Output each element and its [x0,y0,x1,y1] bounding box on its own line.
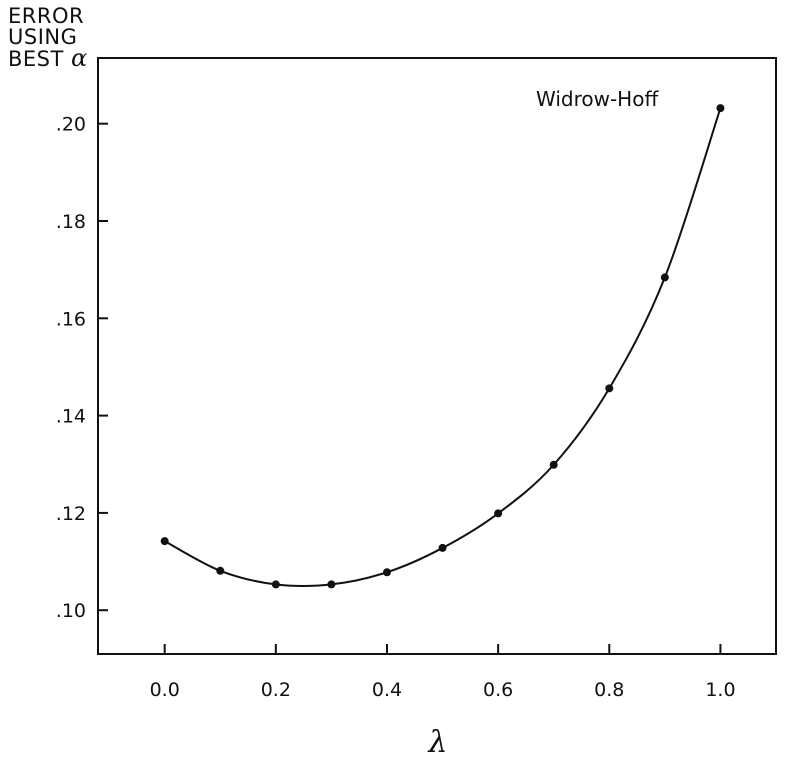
x-tick-label: 0.0 [150,679,180,701]
data-point [549,460,558,469]
y-axis-label: ERROR USING BEST α [8,4,88,71]
x-tick-label: 0.6 [483,679,513,701]
x-tick-label: 0.8 [594,679,624,701]
data-point [605,384,614,393]
y-axis-label-line-1: ERROR [8,4,85,28]
data-point [382,568,391,577]
data-point [327,580,336,589]
y-axis-label-line-2: USING [8,25,78,49]
alpha-symbol: α [71,44,88,72]
series-points [160,104,725,589]
x-tick-label: 0.2 [261,679,291,701]
data-point [494,509,503,518]
x-axis-label: λ [427,725,447,760]
y-tick-label: .10 [56,600,86,622]
data-point [160,537,169,546]
plot-frame [97,57,777,655]
y-axis-label-line-3: BEST α [8,46,88,71]
series-line-widrow-hoff [164,107,722,588]
y-axis-label-best: BEST [8,47,64,71]
x-tick-label: 0.4 [372,679,402,701]
data-point [716,104,725,113]
y-axis-ticks: .10 .12 .14 .16 .18 .20 [56,114,108,622]
annotation-widrow-hoff: Widrow-Hoff [536,87,659,111]
y-tick-label: .14 [56,406,86,428]
y-tick-label: .18 [56,211,86,233]
y-tick-label: .16 [56,308,86,330]
data-point [216,566,225,575]
x-axis-ticks: 0.0 0.2 0.4 0.6 0.8 1.0 [150,644,736,701]
data-point [438,543,447,552]
x-tick-label: 1.0 [705,679,735,701]
data-point [660,273,669,282]
y-tick-label: .12 [56,503,86,525]
y-tick-label: .20 [56,114,86,136]
data-point [271,580,280,589]
